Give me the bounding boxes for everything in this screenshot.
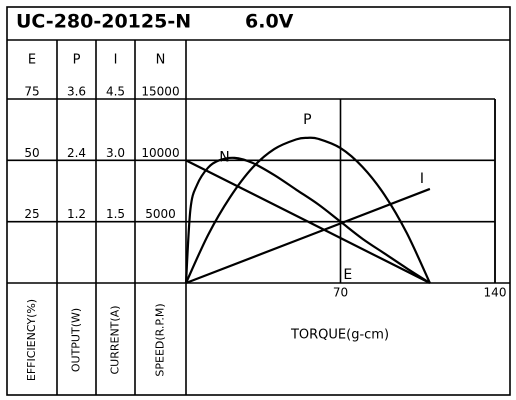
column-header: N <box>156 53 166 68</box>
y-tick-label: 15000 <box>141 85 179 99</box>
axis-label: CURRENT(A) <box>109 305 122 374</box>
curve-label: P <box>303 112 311 128</box>
y-tick-label: 2.4 <box>67 146 86 160</box>
axis-label: SPEED(R.P.M) <box>154 303 167 376</box>
y-tick-label: 3.0 <box>106 146 125 160</box>
column-header: E <box>28 53 36 68</box>
column-header: I <box>114 53 118 68</box>
curve <box>185 136 431 284</box>
axis-label: OUTPUT(W) <box>70 308 83 372</box>
y-tick-label: 50 <box>24 146 39 160</box>
curve <box>185 159 431 284</box>
y-tick-label: 1.5 <box>106 207 125 221</box>
chart-title: UC-280-20125-N <box>16 11 191 33</box>
y-tick-label: 5000 <box>145 207 176 221</box>
outer-frame <box>6 6 511 396</box>
curve-label: E <box>343 267 352 283</box>
curve-label: N <box>219 149 229 165</box>
y-tick-label: 10000 <box>141 146 179 160</box>
voltage: 6.0V <box>245 11 294 33</box>
curve-label: I <box>420 171 424 187</box>
y-tick-label: 1.2 <box>67 207 86 221</box>
curve <box>185 187 431 285</box>
y-tick-label: 75 <box>24 85 39 99</box>
y-tick-label: 25 <box>24 207 39 221</box>
y-tick-label: 3.6 <box>67 85 86 99</box>
x-tick-label: 70 <box>333 286 348 300</box>
x-axis-label: TORQUE(g-cm) <box>290 328 389 343</box>
x-tick-label: 140 <box>484 286 507 300</box>
column-header: P <box>73 53 81 68</box>
axis-label: EFFICIENCY(%) <box>25 299 38 381</box>
y-tick-label: 4.5 <box>106 85 125 99</box>
curve <box>184 156 431 284</box>
